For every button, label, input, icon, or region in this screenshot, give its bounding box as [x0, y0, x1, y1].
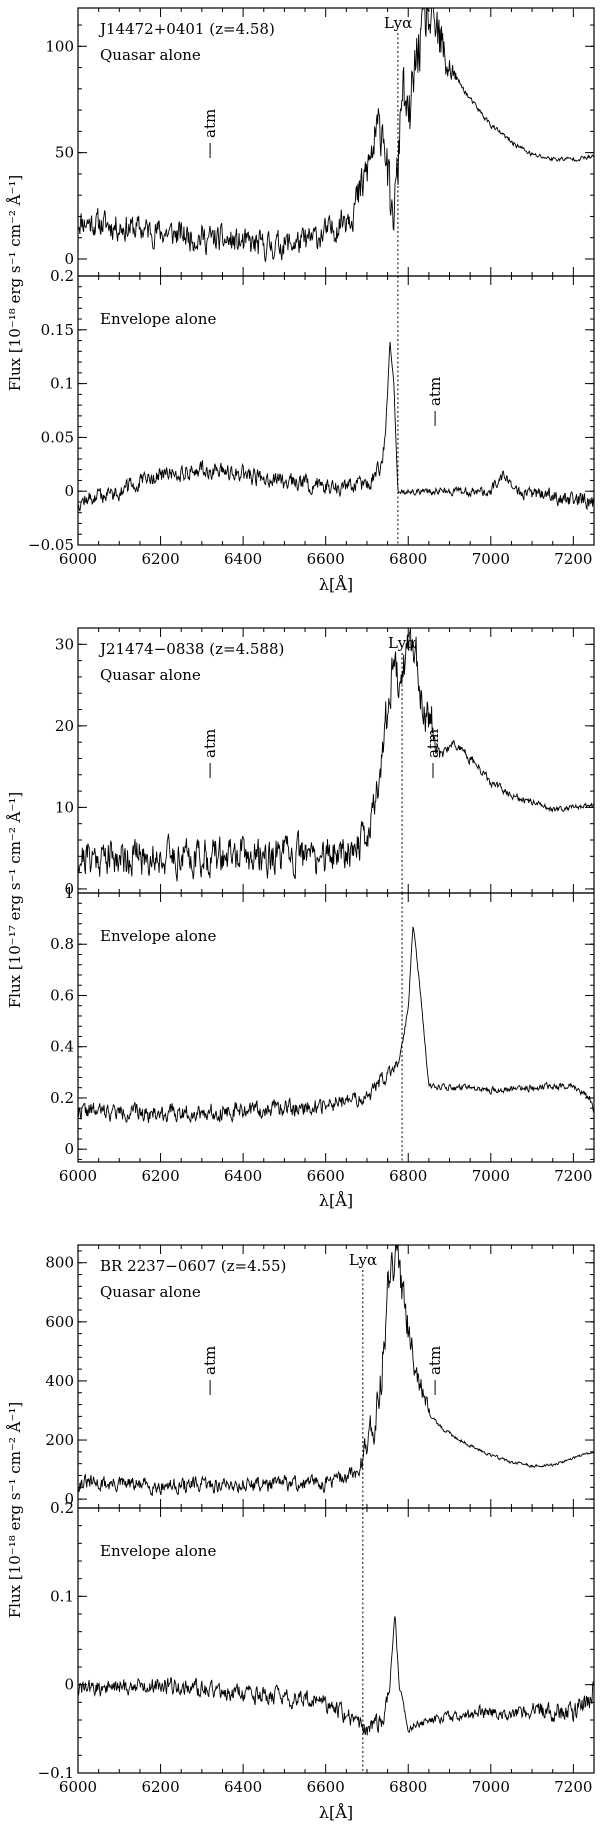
- x-tick-label: 6200: [141, 1778, 179, 1796]
- y-tick-label: 0.2: [50, 1499, 74, 1517]
- quasar-spectrum-line: [77, 1244, 594, 1496]
- x-tick-label: 6600: [307, 1167, 345, 1185]
- y-tick-label: 0.05: [41, 428, 74, 446]
- lya-label: Lyα: [349, 1251, 377, 1269]
- plot-frame: [77, 1507, 595, 1774]
- x-axis-title: λ[Å]: [319, 1190, 353, 1210]
- atm-label: atm: [426, 377, 444, 406]
- object-label: BR 2237−0607 (z=4.55): [100, 1257, 286, 1275]
- panel-label: Quasar alone: [100, 46, 201, 64]
- object-label: J21474−0838 (z=4.588): [98, 640, 284, 658]
- x-tick-label: 6000: [59, 1167, 97, 1185]
- atm-marker: atm: [201, 1346, 219, 1395]
- x-tick-label: 7200: [554, 1167, 592, 1185]
- y-tick-label: 0: [64, 250, 74, 268]
- y-tick-label: 800: [45, 1254, 74, 1272]
- y-tick-label: 30: [55, 635, 74, 653]
- y-tick-label: 0.2: [50, 267, 74, 285]
- y-tick-label: 0: [64, 1140, 74, 1158]
- y-tick-label: 0: [64, 880, 74, 898]
- atm-marker: atm: [201, 729, 219, 778]
- x-tick-label: 6800: [389, 1778, 427, 1796]
- quasar-panel: 0 10 20 30 Lyα atm atm J21474−0838 (z=4.588) Qua…: [55, 627, 595, 898]
- y-tick-label: −0.1: [38, 1764, 74, 1782]
- x-tick-label: 6200: [141, 1167, 179, 1185]
- envelope-spectrum-line: [77, 1616, 595, 1736]
- y-tick-label: 400: [45, 1372, 74, 1390]
- y-axis-title: Flux [10⁻¹⁸ erg s⁻¹ cm⁻² Å⁻¹]: [6, 175, 24, 392]
- y-tick-label: −0.05: [28, 536, 74, 554]
- y-tick-label: 0.1: [50, 375, 74, 393]
- y-tick-label: 10: [55, 798, 74, 816]
- chart-1: 0 50 100 Lyα atm J14472+0401 (z=4.58) Quasar a…: [6, 7, 595, 594]
- quasar-spectrum-line: [77, 627, 595, 882]
- atm-marker: atm: [424, 729, 442, 778]
- x-tick-label: 6400: [224, 550, 262, 568]
- x-tick-label: 7000: [472, 550, 510, 568]
- quasar-spectrum-line: [77, 7, 594, 263]
- y-tick-label: 0: [64, 482, 74, 500]
- object-label: J14472+0401 (z=4.58): [98, 20, 275, 38]
- x-axis-title: λ[Å]: [319, 1802, 353, 1822]
- plot-frame: [77, 892, 595, 1163]
- x-tick-label: 6600: [307, 550, 345, 568]
- panel-label: Envelope alone: [100, 310, 216, 328]
- x-tick-label: 6800: [389, 550, 427, 568]
- panel-label: Envelope alone: [100, 1542, 216, 1560]
- y-tick-label: 0: [64, 1676, 74, 1694]
- atm-marker: atm: [201, 109, 219, 158]
- envelope-panel: −0.05 0 0.05 0.1 0.15 0.2 atm Envelope alone: [28, 267, 595, 554]
- atm-label: atm: [424, 729, 442, 758]
- y-tick-label: 600: [45, 1313, 74, 1331]
- x-tick-label: 7000: [472, 1778, 510, 1796]
- panel-label: Quasar alone: [100, 666, 201, 684]
- x-tick-label: 6400: [224, 1778, 262, 1796]
- y-tick-label: 0.8: [50, 935, 74, 953]
- x-tick-label: 6400: [224, 1167, 262, 1185]
- atm-label: atm: [201, 109, 219, 138]
- y-tick-label: 100: [45, 37, 74, 55]
- panel-label: Quasar alone: [100, 1283, 201, 1301]
- y-tick-label: 0: [64, 1490, 74, 1508]
- y-tick-label: 200: [45, 1431, 74, 1449]
- x-tick-label: 7000: [472, 1167, 510, 1185]
- x-tick-label: 6000: [59, 550, 97, 568]
- envelope-panel: −0.1 0 0.1 0.2 Envelope alone: [38, 1499, 595, 1782]
- y-tick-label: 0.6: [50, 986, 74, 1004]
- atm-marker: atm: [426, 377, 444, 426]
- lya-label: Lyα: [384, 14, 412, 32]
- envelope-spectrum-line: [77, 926, 595, 1124]
- plot-frame: [77, 275, 595, 546]
- x-axis-title: λ[Å]: [319, 574, 353, 594]
- x-tick-label: 7200: [554, 1778, 592, 1796]
- y-tick-label: 0.2: [50, 1089, 74, 1107]
- atm-label: atm: [201, 729, 219, 758]
- y-tick-label: 50: [55, 144, 74, 162]
- envelope-panel: 0 0.2 0.4 0.6 0.8 1 Envelope alone: [50, 884, 595, 1163]
- atm-label: atm: [426, 1346, 444, 1375]
- atm-label: atm: [201, 1346, 219, 1375]
- panel-label: Envelope alone: [100, 927, 216, 945]
- y-tick-label: 0.15: [41, 321, 74, 339]
- y-axis-title: Flux [10⁻¹⁷ erg s⁻¹ cm⁻² Å⁻¹]: [6, 792, 24, 1009]
- lya-label: Lyα: [388, 634, 416, 652]
- y-tick-label: 0.4: [50, 1038, 74, 1056]
- quasar-panel: 0 200 400 600 800 Lyα atm atm BR 2237−0607 (z=4.…: [45, 1244, 595, 1509]
- x-tick-label: 7200: [554, 550, 592, 568]
- x-tick-label: 6000: [59, 1778, 97, 1796]
- y-axis-title: Flux [10⁻¹⁸ erg s⁻¹ cm⁻² Å⁻¹]: [6, 1402, 24, 1619]
- x-tick-label: 6600: [307, 1778, 345, 1796]
- quasar-panel: 0 50 100 Lyα atm J14472+0401 (z=4.58) Quasar a…: [45, 7, 595, 277]
- envelope-spectrum-line: [77, 341, 595, 512]
- y-tick-label: 20: [55, 717, 74, 735]
- x-tick-label: 6200: [141, 550, 179, 568]
- chart-3: 0 200 400 600 800 Lyα atm atm BR 2237−0607 (z=4.…: [6, 1244, 595, 1822]
- y-tick-label: 0.1: [50, 1587, 74, 1605]
- x-tick-label: 6800: [389, 1167, 427, 1185]
- atm-marker: atm: [426, 1346, 444, 1395]
- y-tick-label: 1: [64, 884, 74, 902]
